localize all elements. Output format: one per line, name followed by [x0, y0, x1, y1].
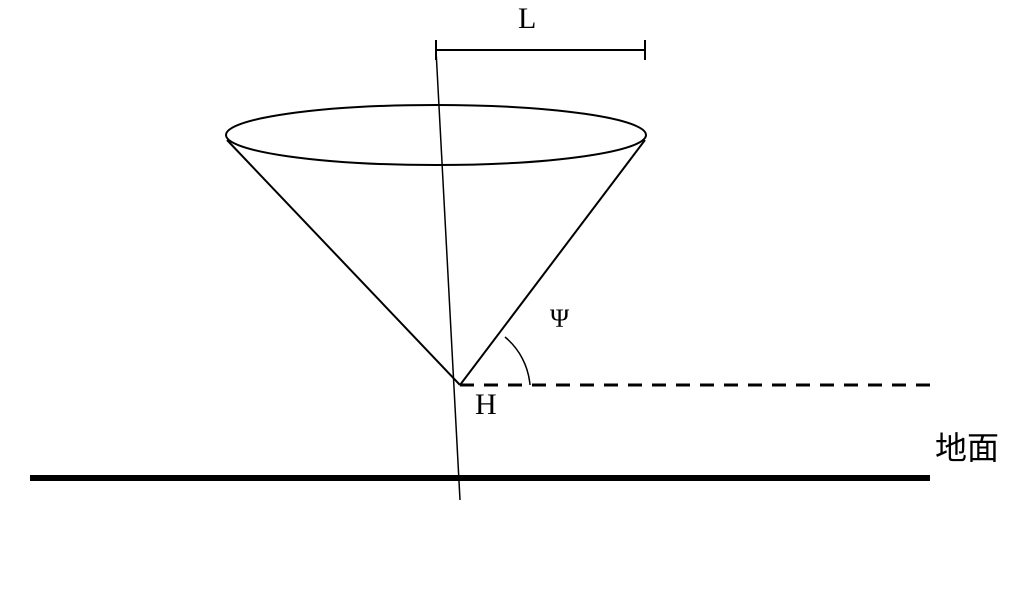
- label-h: H: [475, 388, 497, 422]
- label-l: L: [518, 2, 536, 36]
- cone-side-left: [227, 140, 460, 385]
- diagram-svg: [0, 0, 1022, 592]
- vertical-axis: [436, 50, 460, 500]
- angle-arc: [505, 337, 530, 385]
- label-psi: Ψ: [550, 304, 569, 334]
- cone-top-ellipse: [226, 105, 646, 165]
- label-ground: 地面: [935, 423, 999, 469]
- diagram-root: L Ψ H 地面: [0, 0, 1022, 592]
- cone-side-right: [460, 140, 645, 385]
